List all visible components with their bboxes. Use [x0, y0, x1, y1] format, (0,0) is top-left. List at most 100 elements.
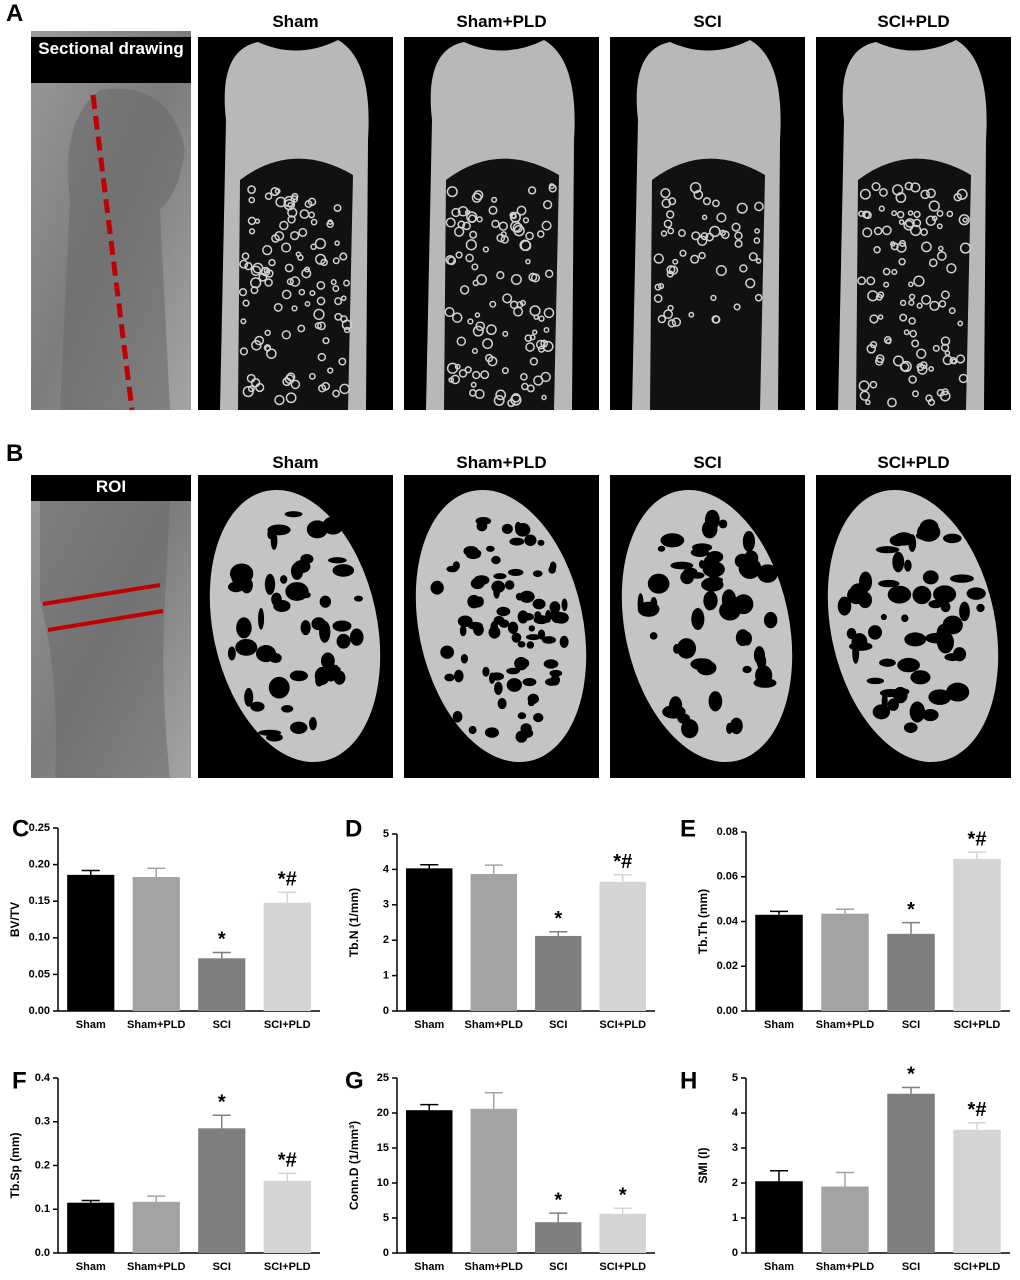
trabecula	[899, 313, 908, 322]
trabecula	[263, 267, 270, 274]
trabecula	[653, 253, 664, 264]
pore	[760, 669, 768, 682]
pore	[549, 601, 561, 614]
trabecula	[472, 325, 484, 337]
pore	[940, 601, 951, 613]
pore	[703, 592, 716, 611]
trabecula	[332, 257, 340, 265]
pore	[718, 519, 728, 529]
pore	[520, 728, 534, 739]
trabecula	[898, 239, 907, 247]
trabecula	[654, 283, 662, 291]
trabecula	[480, 370, 490, 380]
trabecula	[468, 214, 477, 223]
bar	[755, 1181, 803, 1253]
pore	[527, 699, 535, 707]
trabecula	[865, 399, 871, 406]
bar	[263, 902, 311, 1011]
x-tick-label: Sham+PLD	[465, 1261, 523, 1273]
y-tick-label: 3	[732, 1142, 738, 1154]
pore	[506, 667, 520, 675]
trabecula	[263, 344, 272, 352]
trabecula	[896, 210, 905, 219]
pore	[704, 509, 720, 530]
trabecula	[698, 251, 706, 260]
error-bar	[770, 1170, 788, 1182]
trabecula	[869, 314, 879, 324]
y-tick-label: 5	[383, 828, 389, 840]
trabecula	[541, 394, 547, 401]
trabecula	[928, 366, 935, 372]
trabecula	[247, 385, 255, 393]
group-title: SCI	[693, 453, 722, 472]
x-tick-label: Sham	[76, 1019, 106, 1031]
trabecula	[538, 315, 545, 322]
trabecula	[661, 198, 672, 209]
pore	[537, 539, 545, 546]
trabecula	[905, 218, 915, 228]
bar	[755, 914, 803, 1011]
trabecula	[887, 397, 897, 408]
pore	[904, 632, 927, 647]
x-tick-label: Sham	[414, 1261, 444, 1273]
error-bar	[549, 930, 568, 936]
trabecula	[525, 231, 534, 241]
x-tick-label: Sham	[76, 1261, 106, 1273]
pore	[904, 559, 912, 572]
pore	[328, 557, 347, 564]
pore	[333, 670, 346, 685]
trabecula	[892, 355, 904, 367]
panel-letter: E	[680, 815, 696, 842]
bar	[198, 1128, 246, 1253]
trabecula	[702, 197, 711, 206]
trabecula	[304, 200, 313, 208]
trabecula	[878, 205, 885, 212]
error-bar	[770, 910, 788, 915]
trabecula	[239, 347, 248, 356]
trabecula	[287, 207, 298, 218]
bar	[470, 874, 517, 1011]
pore	[698, 658, 712, 668]
trabecula	[883, 336, 892, 345]
trabecula	[340, 315, 348, 323]
trabecula	[343, 326, 351, 334]
trabecula	[251, 339, 262, 351]
trabecula	[907, 210, 914, 216]
pore	[302, 591, 311, 599]
trabecula	[247, 216, 257, 226]
trabecula	[753, 237, 761, 244]
group-title: Sham+PLD	[456, 12, 547, 31]
pore	[522, 612, 534, 621]
trabecula	[513, 225, 525, 237]
pore	[946, 682, 970, 702]
y-tick-label: 5	[383, 1212, 389, 1224]
pore	[281, 704, 294, 713]
roi-line	[42, 583, 161, 606]
trabecula	[733, 303, 741, 311]
trabecula	[258, 272, 268, 282]
pore	[489, 672, 505, 681]
trabecula	[921, 241, 932, 253]
trabecula	[660, 188, 671, 199]
significance-mark: *	[907, 1064, 915, 1086]
pore	[526, 641, 535, 649]
pore	[244, 687, 254, 707]
pore	[561, 598, 568, 612]
error-bar	[968, 1122, 986, 1130]
trabecula	[871, 181, 881, 192]
pore	[897, 657, 920, 673]
trabecular-area	[444, 158, 559, 410]
trabecula	[696, 235, 708, 246]
trabecula	[467, 318, 474, 325]
pore	[517, 712, 527, 720]
trabecular-area	[650, 158, 765, 410]
y-axis-label: BV/TV	[8, 902, 22, 937]
trabecula	[910, 182, 921, 193]
trabecula	[274, 394, 285, 406]
trabecula	[250, 286, 259, 295]
panel-letter: A	[6, 0, 24, 27]
trabecula	[273, 302, 283, 312]
trabecula	[318, 384, 327, 393]
pore	[910, 670, 931, 685]
trabecula	[495, 389, 507, 401]
